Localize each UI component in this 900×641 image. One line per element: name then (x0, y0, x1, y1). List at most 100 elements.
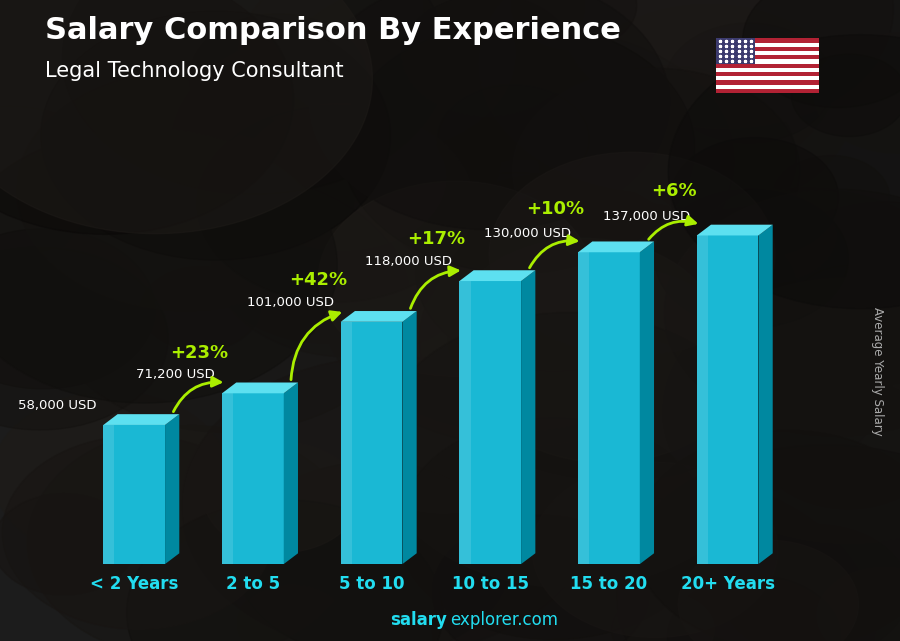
Circle shape (665, 23, 833, 143)
Circle shape (611, 592, 715, 641)
Text: 58,000 USD: 58,000 USD (18, 399, 96, 412)
Bar (716, 80, 819, 85)
Polygon shape (459, 281, 521, 564)
Circle shape (350, 380, 536, 513)
Polygon shape (104, 414, 179, 425)
Circle shape (618, 224, 796, 351)
Circle shape (670, 138, 839, 257)
Circle shape (679, 540, 859, 641)
Circle shape (376, 312, 763, 588)
Circle shape (432, 472, 875, 641)
Polygon shape (165, 414, 179, 564)
Circle shape (654, 190, 849, 328)
Circle shape (773, 156, 889, 238)
Text: +6%: +6% (652, 182, 697, 200)
Polygon shape (459, 281, 471, 564)
Circle shape (0, 247, 168, 430)
Polygon shape (578, 253, 590, 564)
Circle shape (448, 238, 719, 431)
Polygon shape (578, 253, 640, 564)
Circle shape (0, 0, 293, 235)
Polygon shape (341, 311, 417, 322)
Text: 137,000 USD: 137,000 USD (602, 210, 689, 223)
Circle shape (419, 201, 812, 481)
Circle shape (463, 65, 595, 158)
Circle shape (0, 392, 229, 560)
Circle shape (814, 33, 900, 153)
Text: +42%: +42% (289, 272, 347, 290)
Circle shape (270, 0, 602, 215)
Bar (716, 38, 819, 43)
Text: +23%: +23% (170, 344, 229, 362)
Circle shape (27, 426, 356, 641)
Bar (716, 72, 819, 76)
Polygon shape (521, 271, 535, 564)
Polygon shape (697, 235, 759, 564)
Circle shape (433, 515, 649, 641)
Polygon shape (104, 425, 165, 564)
Circle shape (171, 28, 503, 264)
Circle shape (664, 189, 900, 436)
Circle shape (0, 229, 155, 389)
Text: Legal Technology Consultant: Legal Technology Consultant (45, 61, 344, 81)
Circle shape (197, 105, 473, 303)
Text: 118,000 USD: 118,000 USD (365, 255, 453, 269)
Circle shape (319, 181, 592, 376)
Polygon shape (341, 322, 352, 564)
Circle shape (634, 430, 900, 641)
Text: 101,000 USD: 101,000 USD (247, 296, 334, 309)
Bar (716, 51, 819, 55)
Bar (716, 47, 819, 51)
Circle shape (490, 152, 775, 356)
Bar (716, 68, 819, 72)
Text: Average Yearly Salary: Average Yearly Salary (871, 308, 884, 436)
Polygon shape (284, 383, 298, 564)
Text: +17%: +17% (408, 229, 465, 247)
Circle shape (401, 0, 573, 117)
Circle shape (310, 0, 670, 230)
Polygon shape (104, 425, 114, 564)
Circle shape (62, 0, 447, 195)
Circle shape (182, 356, 600, 641)
Circle shape (203, 442, 359, 553)
Circle shape (0, 494, 135, 595)
Circle shape (127, 500, 443, 641)
Polygon shape (459, 271, 536, 281)
Circle shape (333, 172, 698, 432)
Text: 71,200 USD: 71,200 USD (136, 368, 215, 381)
Circle shape (513, 68, 800, 273)
Circle shape (40, 11, 391, 260)
Bar (716, 55, 819, 60)
Circle shape (565, 4, 852, 209)
Circle shape (398, 418, 710, 640)
Circle shape (668, 575, 841, 641)
Circle shape (479, 0, 839, 192)
Circle shape (791, 54, 900, 137)
Bar (716, 63, 819, 68)
Circle shape (141, 266, 259, 351)
Circle shape (742, 0, 900, 108)
Bar (716, 43, 819, 47)
Circle shape (532, 462, 778, 638)
Bar (716, 38, 755, 63)
Circle shape (342, 22, 695, 273)
Circle shape (539, 66, 796, 249)
Circle shape (616, 445, 900, 641)
Polygon shape (697, 235, 708, 564)
Circle shape (468, 265, 745, 463)
Circle shape (212, 161, 486, 357)
Circle shape (497, 217, 896, 502)
Text: salary: salary (391, 612, 447, 629)
Circle shape (437, 85, 590, 193)
Circle shape (0, 0, 373, 234)
Circle shape (538, 578, 635, 641)
Circle shape (46, 173, 410, 433)
Polygon shape (402, 311, 417, 564)
Text: explorer.com: explorer.com (450, 612, 558, 629)
Bar (716, 76, 819, 80)
Text: +10%: +10% (526, 200, 584, 218)
Circle shape (321, 160, 723, 446)
Circle shape (512, 0, 637, 50)
Circle shape (558, 0, 894, 129)
Circle shape (189, 14, 367, 140)
